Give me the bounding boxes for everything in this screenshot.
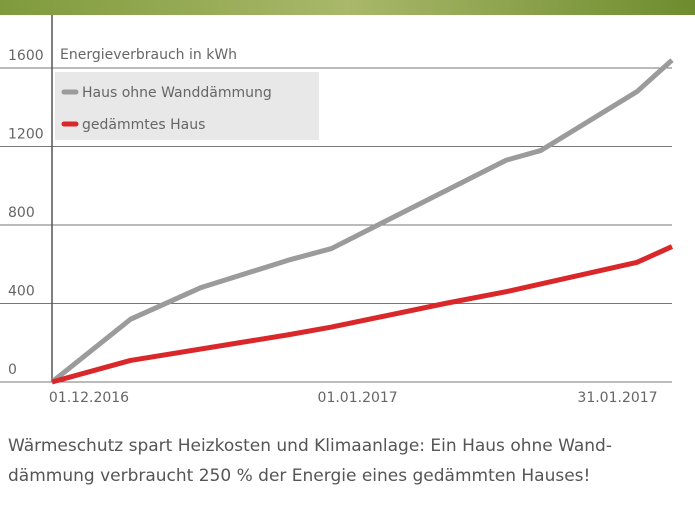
chart: Energieverbrauch in kWh 0 400 800 1200 1600 0… — [0, 0, 695, 420]
y-tick-label: 1200 — [8, 127, 44, 143]
caption: Wärmeschutz spart Heizkosten und Klimaan… — [8, 436, 612, 456]
y-tick-label: 0 — [8, 362, 17, 378]
header-photo — [0, 0, 695, 15]
x-tick-label: 01.01.2017 — [318, 390, 398, 406]
x-tick-label: 31.01.2017 — [577, 390, 657, 406]
y-tick-label: 1600 — [8, 48, 44, 64]
x-tick-label: 01.12.2016 — [49, 390, 129, 406]
page: Energieverbrauch in kWh 0 400 800 1200 1600 0… — [0, 0, 695, 513]
legend-label: Haus ohne Wanddämmung — [82, 85, 272, 101]
y-axis-label: Energieverbrauch in kWh — [60, 47, 237, 63]
y-tick-label: 400 — [8, 284, 35, 300]
legend-label: gedämmtes Haus — [82, 117, 205, 133]
y-tick-label: 800 — [8, 205, 35, 221]
caption: dämmung verbraucht 250 % der Energie ein… — [8, 466, 590, 486]
